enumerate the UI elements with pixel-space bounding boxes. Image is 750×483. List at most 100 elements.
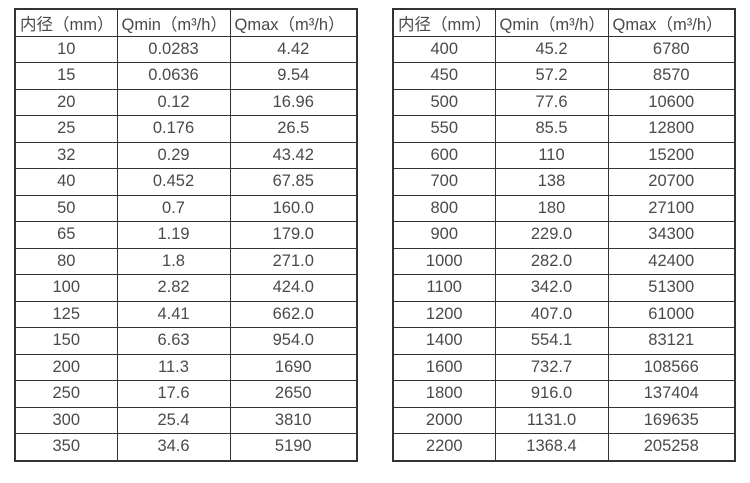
cell: 45.2 — [494, 35, 609, 63]
cell: 2200 — [392, 433, 496, 461]
table-row: 25 0.176 26.5 — [14, 115, 358, 143]
cell: 160.0 — [229, 194, 358, 222]
column-header: Qmax（m³/h） — [229, 8, 358, 37]
cell: 1.8 — [116, 247, 231, 275]
column-header: 内径（mm） — [14, 8, 118, 37]
cell: 11.3 — [116, 353, 231, 381]
cell: 25.4 — [116, 406, 231, 434]
cell: 1100 — [392, 274, 496, 302]
cell: 150 — [14, 327, 118, 355]
cell: 2000 — [392, 406, 496, 434]
table-header: 内径（mm） Qmin（m³/h） Qmax（m³/h） — [392, 8, 736, 37]
cell: 1131.0 — [494, 406, 609, 434]
table-row: 1100 342.0 51300 — [392, 274, 736, 302]
cell: 42400 — [607, 247, 736, 275]
table-row: 250 17.6 2650 — [14, 380, 358, 408]
table-row: 600 110 15200 — [392, 141, 736, 169]
cell: 125 — [14, 300, 118, 328]
cell: 27100 — [607, 194, 736, 222]
cell: 6780 — [607, 35, 736, 63]
cell: 0.12 — [116, 88, 231, 116]
cell: 550 — [392, 115, 496, 143]
cell: 6.63 — [116, 327, 231, 355]
table-row: 125 4.41 662.0 — [14, 300, 358, 328]
cell: 43.42 — [229, 141, 358, 169]
cell: 108566 — [607, 353, 736, 381]
table-row: 1800 916.0 137404 — [392, 380, 736, 408]
cell: 15 — [14, 62, 118, 90]
cell: 500 — [392, 88, 496, 116]
cell: 900 — [392, 221, 496, 249]
cell: 0.7 — [116, 194, 231, 222]
cell: 3810 — [229, 406, 358, 434]
cell: 1200 — [392, 300, 496, 328]
cell: 9.54 — [229, 62, 358, 90]
cell: 5190 — [229, 433, 358, 461]
cell: 65 — [14, 221, 118, 249]
cell: 10 — [14, 35, 118, 63]
cell: 554.1 — [494, 327, 609, 355]
cell: 350 — [14, 433, 118, 461]
table-row: 900 229.0 34300 — [392, 221, 736, 249]
table-row: 100 2.82 424.0 — [14, 274, 358, 302]
table-row: 1400 554.1 83121 — [392, 327, 736, 355]
cell: 15200 — [607, 141, 736, 169]
table-body: 400 45.2 6780 450 57.2 8570 500 77.6 10600 550 85.… — [392, 35, 736, 461]
table-row: 10 0.0283 4.42 — [14, 35, 358, 63]
cell: 282.0 — [494, 247, 609, 275]
cell: 1800 — [392, 380, 496, 408]
cell: 34300 — [607, 221, 736, 249]
cell: 1368.4 — [494, 433, 609, 461]
column-header: Qmin（m³/h） — [494, 8, 609, 37]
cell: 407.0 — [494, 300, 609, 328]
cell: 40 — [14, 168, 118, 196]
cell: 179.0 — [229, 221, 358, 249]
cell: 12800 — [607, 115, 736, 143]
flow-spec-table-right: 内径（mm） Qmin（m³/h） Qmax（m³/h） 400 45.2 6780 45… — [392, 8, 736, 462]
table-row: 150 6.63 954.0 — [14, 327, 358, 355]
cell: 20700 — [607, 168, 736, 196]
cell: 4.42 — [229, 35, 358, 63]
table-row: 32 0.29 43.42 — [14, 141, 358, 169]
cell: 8570 — [607, 62, 736, 90]
cell: 1000 — [392, 247, 496, 275]
cell: 169635 — [607, 406, 736, 434]
cell: 20 — [14, 88, 118, 116]
cell: 67.85 — [229, 168, 358, 196]
cell: 50 — [14, 194, 118, 222]
cell: 137404 — [607, 380, 736, 408]
cell: 662.0 — [229, 300, 358, 328]
cell: 51300 — [607, 274, 736, 302]
column-header: Qmin（m³/h） — [116, 8, 231, 37]
cell: 205258 — [607, 433, 736, 461]
cell: 450 — [392, 62, 496, 90]
table-row: 450 57.2 8570 — [392, 62, 736, 90]
table-row: 80 1.8 271.0 — [14, 247, 358, 275]
cell: 77.6 — [494, 88, 609, 116]
table-row: 20 0.12 16.96 — [14, 88, 358, 116]
table-row: 550 85.5 12800 — [392, 115, 736, 143]
table-header: 内径（mm） Qmin（m³/h） Qmax（m³/h） — [14, 8, 358, 37]
cell: 0.452 — [116, 168, 231, 196]
cell: 300 — [14, 406, 118, 434]
cell: 0.0636 — [116, 62, 231, 90]
table-row: 1000 282.0 42400 — [392, 247, 736, 275]
cell: 1600 — [392, 353, 496, 381]
cell: 250 — [14, 380, 118, 408]
cell: 0.176 — [116, 115, 231, 143]
header-row: 内径（mm） Qmin（m³/h） Qmax（m³/h） — [14, 8, 358, 37]
table-row: 50 0.7 160.0 — [14, 194, 358, 222]
table-row: 200 11.3 1690 — [14, 353, 358, 381]
cell: 25 — [14, 115, 118, 143]
cell: 2650 — [229, 380, 358, 408]
cell: 61000 — [607, 300, 736, 328]
cell: 85.5 — [494, 115, 609, 143]
header-row: 内径（mm） Qmin（m³/h） Qmax（m³/h） — [392, 8, 736, 37]
table-row: 2200 1368.4 205258 — [392, 433, 736, 461]
cell: 1690 — [229, 353, 358, 381]
cell: 400 — [392, 35, 496, 63]
cell: 80 — [14, 247, 118, 275]
table-row: 15 0.0636 9.54 — [14, 62, 358, 90]
cell: 700 — [392, 168, 496, 196]
